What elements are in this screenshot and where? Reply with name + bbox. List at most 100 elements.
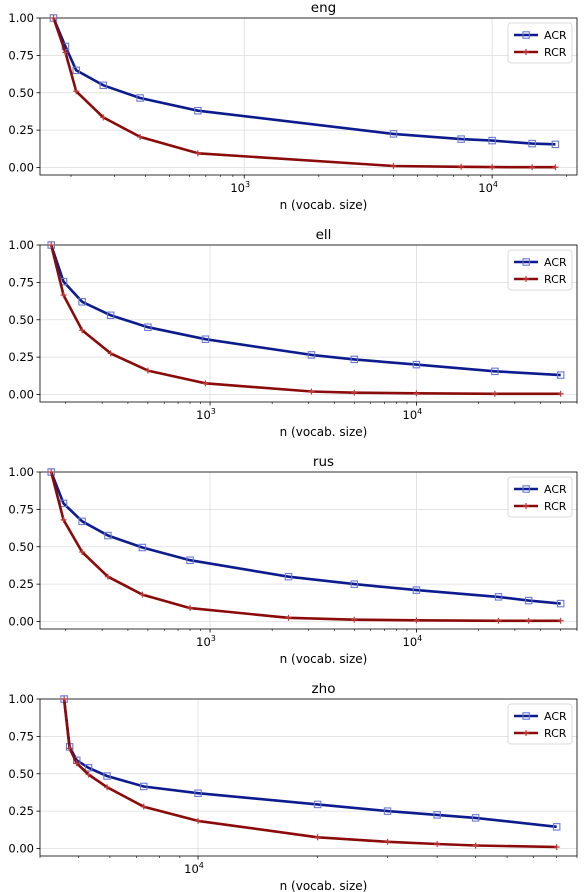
data-point-ACR <box>194 789 202 797</box>
data-point-RCR <box>144 367 151 374</box>
data-point-RCR <box>413 617 420 624</box>
data-point-RCR <box>495 617 502 624</box>
legend: ACR RCR <box>507 476 573 518</box>
data-point-RCR <box>557 617 564 624</box>
axes-frame <box>39 17 578 176</box>
data-point-RCR <box>491 390 498 397</box>
subplot-eng: 0.00 0.25 0.50 0.75 1.00 103 104 eng n (vocab. s… <box>8 0 578 212</box>
data-point-ACR <box>186 556 194 564</box>
data-point-RCR <box>552 164 559 171</box>
data-point-RCR <box>100 114 107 121</box>
series-RCR <box>48 469 564 624</box>
data-point-RCR <box>413 390 420 397</box>
data-point-ACR <box>106 311 115 320</box>
data-point-ACR <box>494 593 503 601</box>
x-axis-label: n (vocab. size) <box>280 879 368 892</box>
x-tick-label: 103 <box>230 180 250 195</box>
y-tick-label: 1.00 <box>8 692 34 706</box>
data-point-ACR <box>524 596 533 605</box>
data-point-RCR <box>384 838 391 845</box>
data-point-RCR <box>73 88 80 95</box>
data-point-ACR <box>144 323 152 331</box>
data-point-RCR <box>79 548 86 555</box>
data-point-ACR <box>103 772 111 780</box>
series-RCR <box>48 242 564 397</box>
data-point-ACR <box>84 764 93 772</box>
data-point-RCR <box>48 469 55 475</box>
data-point-RCR <box>104 784 111 791</box>
data-point-RCR <box>62 49 69 56</box>
data-point-ACR <box>78 298 86 306</box>
data-point-ACR <box>551 140 560 149</box>
data-point-ACR <box>99 81 108 90</box>
y-tick-label: 0.00 <box>8 615 34 629</box>
data-point-RCR <box>73 760 80 767</box>
y-tick-label: 0.25 <box>8 804 34 818</box>
x-tick-label: 104 <box>403 634 423 649</box>
data-point-ACR <box>552 823 561 831</box>
data-point-RCR <box>60 516 67 523</box>
y-tick-label: 0.00 <box>8 388 34 402</box>
data-point-RCR <box>434 841 441 848</box>
data-point-ACR <box>433 811 441 819</box>
y-tick-label: 0.75 <box>8 502 34 516</box>
series-ACR <box>60 695 561 831</box>
data-point-ACR <box>383 807 392 815</box>
data-point-ACR <box>556 371 565 379</box>
y-tick-label: 1.00 <box>8 465 34 479</box>
data-point-RCR <box>79 327 86 334</box>
data-point-RCR <box>195 817 202 824</box>
y-tick-label: 0.50 <box>8 86 34 100</box>
data-point-ACR <box>72 66 80 75</box>
x-tick-label: 104 <box>403 407 423 422</box>
data-point-ACR <box>389 130 398 138</box>
data-point-RCR <box>66 745 73 752</box>
y-tick-label: 0.75 <box>8 48 34 62</box>
series-line-ACR <box>62 698 557 829</box>
legend-marker-ACR <box>522 258 530 266</box>
y-tick-label: 1.00 <box>8 11 34 25</box>
data-point-ACR <box>350 580 359 588</box>
data-point-RCR <box>314 834 321 841</box>
data-point-RCR <box>553 844 560 851</box>
series-RCR <box>61 696 560 851</box>
data-point-RCR <box>489 164 496 171</box>
data-point-ACR <box>471 814 480 822</box>
data-point-RCR <box>61 696 68 702</box>
data-point-ACR <box>284 572 293 581</box>
legend-label-ACR: ACR <box>544 483 567 496</box>
legend: ACR RCR <box>507 22 573 64</box>
data-point-RCR <box>85 771 92 778</box>
data-point-ACR <box>350 355 359 364</box>
series-ACR <box>47 468 565 608</box>
x-tick-label: 104 <box>184 861 204 876</box>
data-point-ACR <box>556 599 565 608</box>
axes-frame <box>39 244 578 403</box>
data-point-RCR <box>48 242 55 248</box>
data-point-ACR <box>140 782 148 791</box>
data-point-RCR <box>50 15 57 21</box>
series-ACR <box>49 14 560 149</box>
x-axis-label: n (vocab. size) <box>280 425 368 439</box>
axes-frame <box>39 471 578 630</box>
series-line-ACR <box>49 244 561 377</box>
data-point-ACR <box>412 586 421 594</box>
legend-marker-ACR <box>522 712 530 720</box>
data-point-RCR <box>202 380 209 387</box>
axes-frame <box>39 698 578 857</box>
y-tick-label: 0.50 <box>8 313 34 327</box>
data-point-RCR <box>139 591 146 598</box>
data-point-ACR <box>491 367 499 376</box>
subplot-title: ell <box>316 227 332 243</box>
legend-label-RCR: RCR <box>544 727 567 740</box>
series-line-ACR <box>52 17 556 146</box>
data-point-RCR <box>458 163 465 170</box>
y-tick-label: 0.50 <box>8 540 34 554</box>
subplot-title: rus <box>313 454 334 470</box>
y-tick-label: 0.75 <box>8 275 34 289</box>
data-point-ACR <box>488 136 496 145</box>
series-ACR <box>47 241 565 379</box>
series-RCR <box>50 15 559 171</box>
legend-label-RCR: RCR <box>544 46 567 59</box>
